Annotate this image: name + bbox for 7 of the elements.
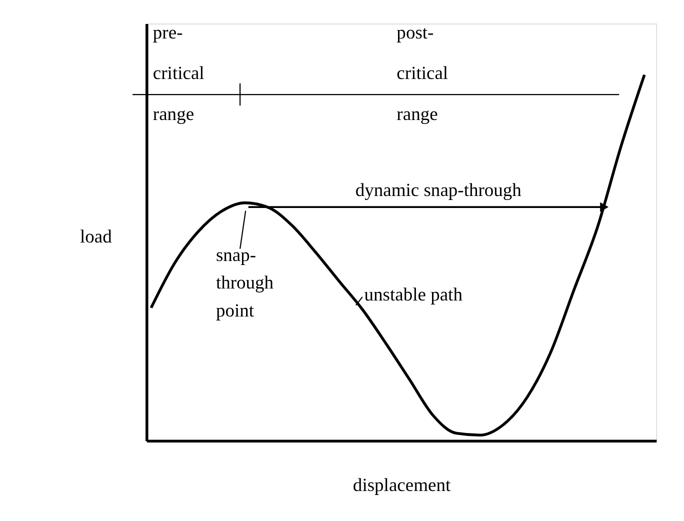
annotation: dynamic snap-through [355, 180, 522, 201]
y-axis-title: load [80, 226, 113, 248]
annotation: unstable path [364, 284, 464, 306]
annotation: post- critical range [396, 22, 448, 125]
annotation: snap- through point [216, 244, 274, 322]
annotation: pre- critical range [152, 22, 204, 125]
x-axis-title: displacement [352, 475, 452, 496]
